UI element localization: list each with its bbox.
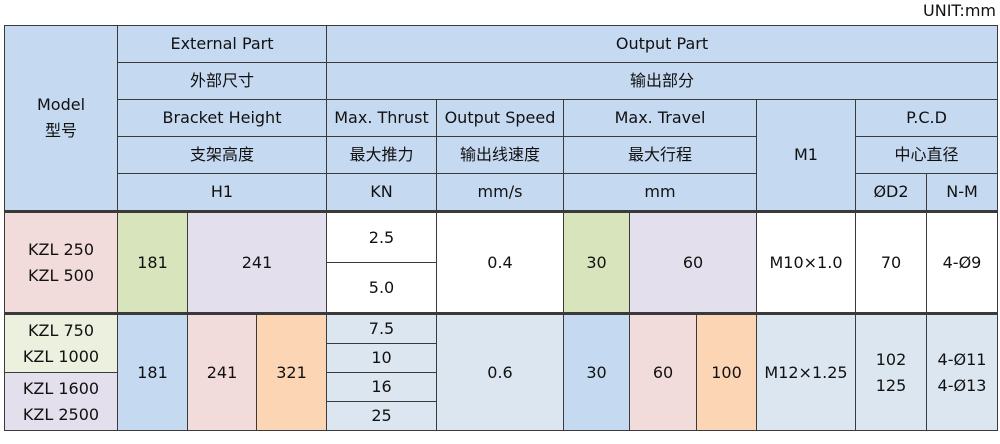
header-cell: Output Part bbox=[326, 25, 998, 63]
cell: 2.5 bbox=[326, 210, 437, 263]
header-cell: Max. Travel bbox=[563, 99, 757, 137]
text: KZL 2500 bbox=[22, 404, 100, 424]
cell: 181 bbox=[117, 210, 188, 314]
cell: 102 125 bbox=[855, 312, 927, 431]
model-cell: KZL 1600 KZL 2500 bbox=[4, 372, 118, 431]
header-cell: Bracket Height bbox=[117, 99, 327, 137]
cell: 25 bbox=[326, 401, 437, 431]
spec-table: Model 型号 External Part Output Part 外部尺寸 输… bbox=[4, 25, 998, 431]
text: 4-Ø13 bbox=[937, 375, 987, 395]
model-cell: KZL 250 KZL 500 bbox=[4, 210, 118, 314]
header-cell: 最大行程 bbox=[563, 136, 757, 174]
header-cell: mm/s bbox=[436, 173, 564, 212]
header-cell: P.C.D bbox=[855, 99, 998, 137]
cell: 4-Ø9 bbox=[926, 210, 998, 314]
header-cell: KN bbox=[326, 173, 437, 212]
text: KZL 500 bbox=[28, 265, 94, 285]
cell: 5.0 bbox=[326, 262, 437, 314]
text: 125 bbox=[875, 375, 907, 395]
text: Model bbox=[36, 95, 86, 114]
cell: 181 bbox=[117, 312, 188, 431]
cell: 70 bbox=[855, 210, 927, 314]
header-cell: 外部尺寸 bbox=[117, 62, 327, 100]
header-cell: Model 型号 bbox=[4, 25, 118, 212]
cell: 241 bbox=[187, 312, 257, 431]
model-cell: KZL 750 KZL 1000 bbox=[4, 312, 118, 373]
cell: 30 bbox=[563, 210, 630, 314]
unit-label: UNIT:mm bbox=[923, 1, 996, 20]
cell: M10×1.0 bbox=[756, 210, 856, 314]
header-cell: mm bbox=[563, 173, 757, 212]
cell: 100 bbox=[696, 312, 757, 431]
header-cell: 中心直径 bbox=[855, 136, 998, 174]
header-cell: H1 bbox=[117, 173, 327, 212]
header-cell: Output Speed bbox=[436, 99, 564, 137]
cell: 10 bbox=[326, 343, 437, 373]
cell: M12×1.25 bbox=[756, 312, 856, 431]
cell: 7.5 bbox=[326, 312, 437, 344]
header-cell: Max. Thrust bbox=[326, 99, 437, 137]
cell: 0.6 bbox=[436, 312, 564, 431]
cell: 0.4 bbox=[436, 210, 564, 314]
header-cell: 输出线速度 bbox=[436, 136, 564, 174]
text: 型号 bbox=[44, 121, 77, 140]
text: 4-Ø11 bbox=[937, 349, 987, 369]
cell: 60 bbox=[629, 312, 697, 431]
cell: 16 bbox=[326, 372, 437, 402]
text: 102 bbox=[875, 349, 907, 369]
cell: 241 bbox=[187, 210, 327, 314]
cell: 4-Ø11 4-Ø13 bbox=[926, 312, 998, 431]
header-cell: M1 bbox=[756, 99, 856, 212]
header-cell: ØD2 bbox=[855, 173, 927, 212]
header-cell: 最大推力 bbox=[326, 136, 437, 174]
text: KZL 1600 bbox=[22, 378, 100, 398]
header-cell: External Part bbox=[117, 25, 327, 63]
text: KZL 750 bbox=[28, 320, 94, 340]
text: KZL 1000 bbox=[22, 346, 100, 366]
header-cell: 支架高度 bbox=[117, 136, 327, 174]
cell: 60 bbox=[629, 210, 757, 314]
header-cell: N-M bbox=[926, 173, 998, 212]
cell: 321 bbox=[256, 312, 327, 431]
text: KZL 250 bbox=[28, 239, 94, 259]
cell: 30 bbox=[563, 312, 630, 431]
header-cell: 输出部分 bbox=[326, 62, 998, 100]
